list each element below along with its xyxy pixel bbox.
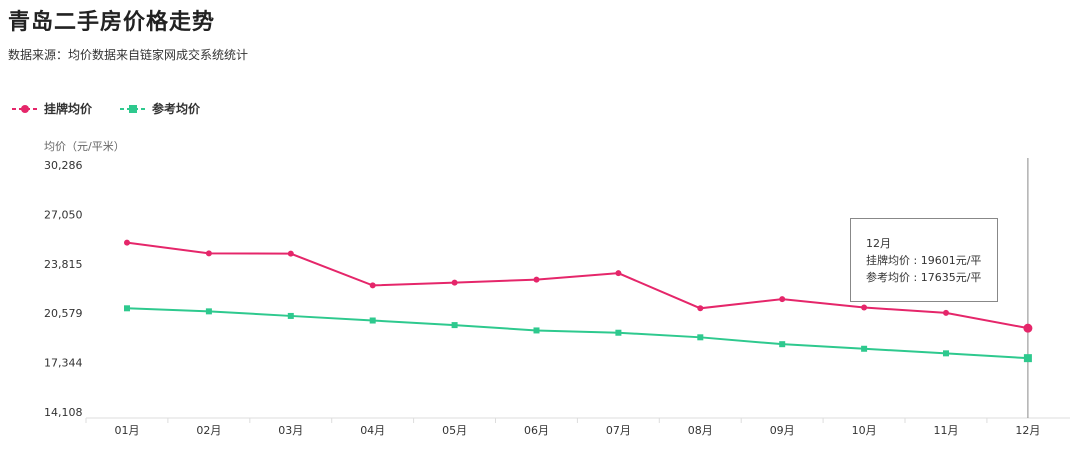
y-tick-label: 17,344 — [44, 357, 83, 370]
x-tick-label: 11月 — [934, 424, 959, 437]
data-point-listing — [1023, 323, 1033, 333]
tooltip-month: 12月 — [866, 237, 891, 250]
y-tick-label: 27,050 — [44, 208, 83, 221]
x-tick-label: 05月 — [442, 424, 467, 437]
y-axis-title: 均价（元/平米） — [44, 140, 125, 153]
legend-item-listing[interactable]: 挂牌均价 — [12, 100, 92, 117]
legend-listing-marker — [12, 104, 38, 113]
legend-reference-marker — [120, 104, 147, 113]
x-tick-label: 10月 — [852, 424, 877, 437]
data-point-reference — [615, 329, 622, 336]
data-point-listing — [533, 276, 540, 283]
data-point-listing — [369, 282, 376, 289]
series-line-listing — [126, 241, 1029, 330]
data-point-listing — [287, 250, 294, 257]
chart-title: 青岛二手房价格走势 — [8, 10, 216, 35]
data-point-reference — [1023, 354, 1032, 363]
tooltip-reference: 参考均价 : 17635元/平 — [866, 271, 982, 284]
data-point-listing — [943, 309, 949, 316]
y-tick-label: 30,286 — [44, 159, 83, 172]
x-tick-label: 09月 — [770, 424, 795, 437]
legend: 挂牌均价 参考均价 — [12, 100, 228, 117]
data-point-reference — [451, 322, 458, 329]
data-point-reference — [205, 308, 212, 315]
x-tick-label: 01月 — [115, 424, 140, 437]
data-point-reference — [124, 305, 130, 312]
data-point-reference — [779, 341, 786, 348]
data-point-listing — [124, 239, 130, 246]
x-tick-label: 12月 — [1015, 424, 1040, 437]
y-tick-label: 20,579 — [44, 307, 83, 320]
data-point-listing — [615, 270, 622, 277]
x-tick-label: 03月 — [278, 424, 303, 437]
chart-subtitle: 数据来源：均价数据来自链家网成交系统统计 — [8, 48, 249, 62]
x-tick-label: 08月 — [688, 424, 713, 437]
data-point-listing — [451, 279, 458, 286]
y-tick-label: 14,108 — [44, 406, 83, 419]
data-point-reference — [533, 327, 540, 334]
data-point-reference — [943, 350, 949, 357]
x-tick-label: 02月 — [196, 424, 221, 437]
legend-reference-label: 参考均价 — [152, 102, 201, 116]
legend-listing-label: 挂牌均价 — [44, 102, 93, 116]
data-point-listing — [697, 305, 704, 312]
data-point-listing — [205, 250, 212, 257]
x-tick-label: 04月 — [360, 424, 385, 437]
x-tick-label: 07月 — [606, 424, 631, 437]
data-point-listing — [779, 296, 786, 303]
data-point-listing — [861, 304, 868, 311]
legend-item-reference[interactable]: 参考均价 — [120, 100, 200, 117]
data-point-reference — [287, 312, 294, 319]
x-tick-label: 06月 — [524, 424, 549, 437]
data-point-reference — [697, 334, 704, 341]
series-line-reference — [126, 307, 1028, 360]
tooltip: 12月 挂牌均价 : 19601元/平 参考均价 : 17635元/平 — [850, 218, 998, 302]
data-point-reference — [369, 317, 376, 324]
data-point-reference — [861, 345, 868, 352]
y-tick-label: 23,815 — [44, 258, 83, 271]
tooltip-listing: 挂牌均价 : 19601元/平 — [866, 254, 982, 267]
